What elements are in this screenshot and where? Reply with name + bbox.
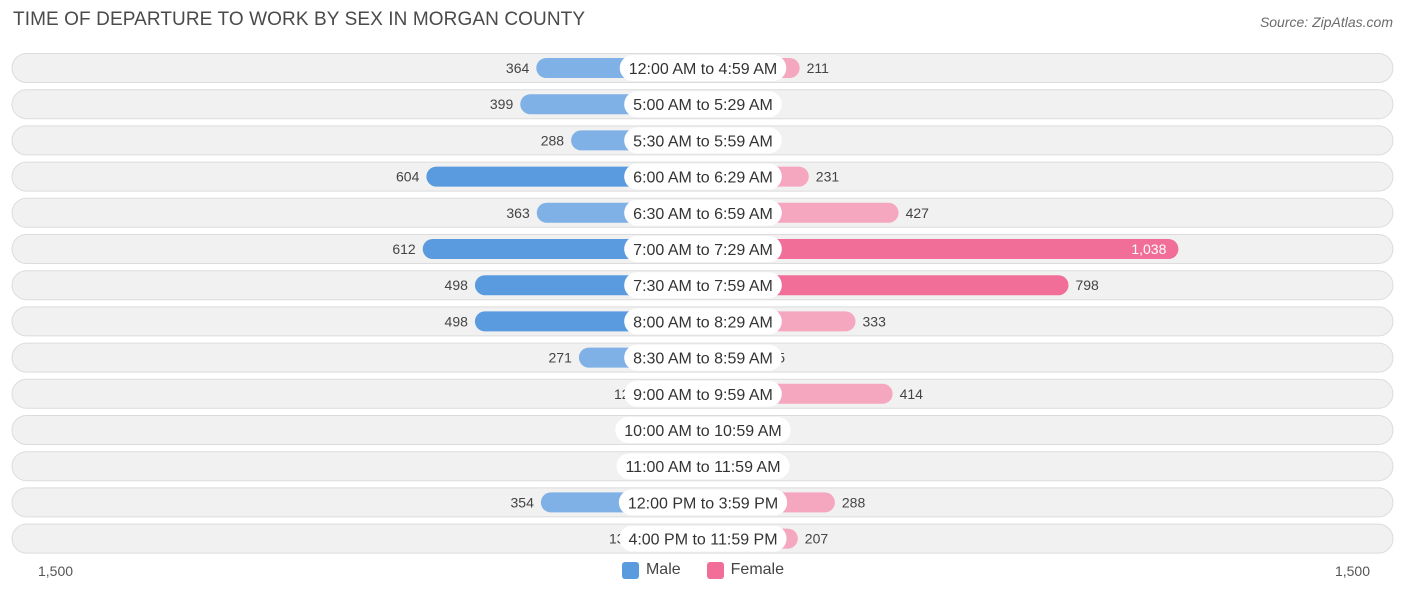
category-label-box xyxy=(624,236,782,262)
x-axis-right-label: 1,500 xyxy=(1334,563,1370,579)
value-label-female: 333 xyxy=(863,313,887,329)
value-label-female: 1,038 xyxy=(1131,241,1166,257)
value-label-male: 271 xyxy=(549,350,573,366)
category-label-box xyxy=(624,380,782,407)
category-label: 8:00 AM to 8:29 AM xyxy=(633,314,773,331)
category-label: 10:00 AM to 10:59 AM xyxy=(624,423,781,440)
category-label: 12:00 PM to 3:59 PM xyxy=(628,495,778,512)
bar-female xyxy=(703,275,1069,296)
category-label: 4:00 PM to 11:59 PM xyxy=(628,532,777,549)
category-label-box xyxy=(624,127,782,154)
legend-item-male: Male xyxy=(621,561,681,579)
category-label: 8:30 AM to 8:59 AM xyxy=(633,351,773,368)
value-label-male: 612 xyxy=(392,241,416,257)
category-label-box xyxy=(619,525,787,552)
category-label: 5:00 AM to 5:29 AM xyxy=(633,97,773,114)
legend-label-male: Male xyxy=(645,561,681,578)
bar-female xyxy=(703,239,1179,259)
category-label-box xyxy=(618,489,788,516)
value-label-female: 211 xyxy=(807,60,830,76)
value-label-male: 604 xyxy=(396,169,420,185)
value-label-female: 414 xyxy=(900,386,924,402)
category-label-box xyxy=(624,163,782,190)
value-label-male: 363 xyxy=(506,205,530,221)
category-label-box xyxy=(624,344,782,371)
legend-item-female: Female xyxy=(706,561,785,579)
value-label-male: 354 xyxy=(511,494,535,510)
legend-label-female: Female xyxy=(730,561,785,578)
category-label: 6:30 AM to 6:59 AM xyxy=(633,206,773,223)
category-label: 7:00 AM to 7:29 AM xyxy=(633,242,773,259)
category-label-box xyxy=(624,199,782,226)
value-label-female: 427 xyxy=(906,205,930,221)
value-label-female: 798 xyxy=(1075,277,1099,293)
value-label-female: 288 xyxy=(842,494,866,510)
category-label-box xyxy=(624,91,782,118)
category-label-box xyxy=(619,55,787,81)
category-label: 11:00 AM to 11:59 AM xyxy=(625,459,780,476)
value-label-male: 364 xyxy=(506,60,530,76)
value-label-male: 399 xyxy=(490,96,514,112)
category-label: 5:30 AM to 5:59 AM xyxy=(633,133,773,150)
value-label-female: 207 xyxy=(805,531,829,547)
x-axis-left-label: 1,500 xyxy=(38,563,74,579)
category-label: 6:00 AM to 6:29 AM xyxy=(633,170,773,187)
category-label-box xyxy=(624,308,782,335)
category-label-box xyxy=(616,453,790,480)
category-label: 7:30 AM to 7:59 AM xyxy=(633,278,773,295)
category-label-box xyxy=(624,272,782,299)
source-note: Source: ZipAtlas.com xyxy=(1259,14,1393,30)
legend-swatch-male xyxy=(621,561,639,579)
value-label-male: 288 xyxy=(541,132,565,148)
value-label-male: 498 xyxy=(445,313,469,329)
category-label-box xyxy=(615,417,791,443)
category-label: 9:00 AM to 9:59 AM xyxy=(633,387,773,404)
value-label-male: 498 xyxy=(445,277,469,293)
value-label-female: 231 xyxy=(816,169,840,185)
legend-swatch-female xyxy=(706,561,724,579)
category-label: 12:00 AM to 4:59 AM xyxy=(629,61,778,78)
legend: Male Female xyxy=(0,561,1406,579)
chart-title: TIME OF DEPARTURE TO WORK BY SEX IN MORG… xyxy=(13,9,586,30)
